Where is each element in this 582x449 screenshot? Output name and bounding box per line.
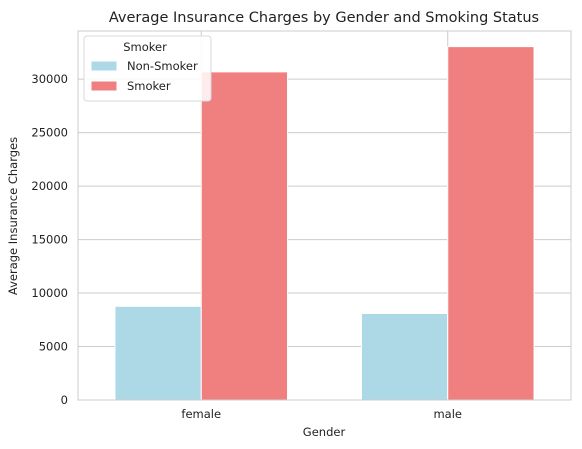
legend-label: Non-Smoker	[127, 59, 198, 73]
y-tick-label: 20000	[31, 179, 68, 193]
legend-swatch	[90, 60, 118, 72]
x-tick-labels: female male	[181, 407, 462, 421]
chart-title: Average Insurance Charges by Gender and …	[109, 10, 539, 26]
plot-frame	[77, 30, 572, 401]
y-tick-label: 15000	[31, 233, 68, 247]
y-tick-label: 5000	[39, 340, 68, 354]
x-tick-label: female	[181, 407, 221, 421]
bar-female-series-1	[200, 71, 289, 401]
bar-male-series-1	[447, 46, 535, 401]
legend-label: Smoker	[127, 79, 171, 93]
legend: Smoker Non-Smoker Smoker	[83, 35, 212, 102]
y-axis-label: Average Insurance Charges	[6, 137, 20, 295]
y-tick-label: 0	[61, 393, 68, 407]
legend-entries: Non-Smoker Smoker	[90, 59, 198, 93]
bars	[114, 46, 535, 401]
bar-male-series-0	[360, 312, 449, 401]
legend-swatch	[90, 80, 118, 92]
y-tick-labels: 0 5000 10000 15000 20000 25000 30000	[31, 72, 68, 407]
y-tick-label: 30000	[31, 72, 68, 86]
bar-female-series-0	[114, 305, 202, 401]
x-tick-label: male	[433, 407, 462, 421]
y-tick-label: 10000	[31, 286, 68, 300]
y-tick-label: 25000	[31, 126, 68, 140]
legend-title: Smoker	[123, 40, 167, 54]
x-axis-label: Gender	[303, 425, 346, 439]
